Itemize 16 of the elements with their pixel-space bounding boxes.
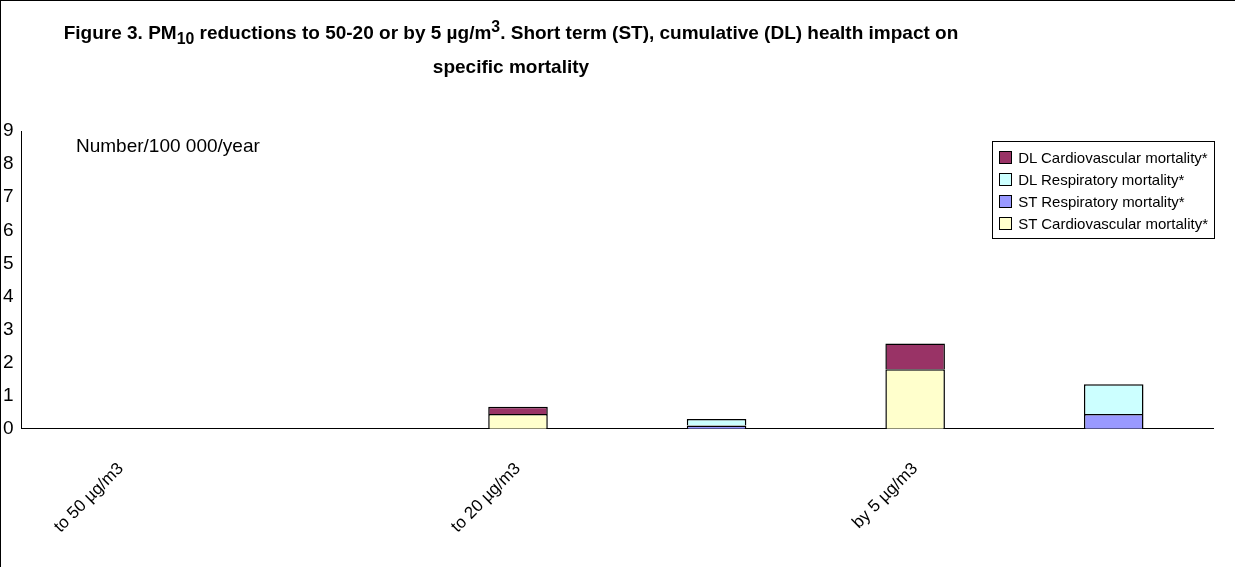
y-tick-label: 7 (2, 185, 14, 207)
chart-title: Figure 3. PM$_{10}$ reductions to 50-20 or by 5 µg/m$^{3}$. Short term (ST), cumulative (DL) health impact on specific mortality (62, 17, 960, 80)
y-tick-label: 4 (2, 284, 14, 306)
legend-label: ST Respiratory mortality* (1018, 192, 1185, 210)
y-tick-label: 1 (2, 383, 14, 405)
y-tick-label: 8 (2, 152, 14, 174)
legend-label: DL Cardiovascular mortality* (1018, 148, 1208, 166)
y-axis-title: Number/100 000/year (76, 135, 260, 157)
y-tick-label: 3 (2, 317, 14, 339)
legend-label: ST Cardiovascular mortality* (1018, 214, 1208, 232)
y-tick-label: 9 (2, 119, 14, 141)
y-tick-label: 0 (2, 417, 14, 439)
y-tick-label: 2 (2, 350, 14, 372)
y-tick-label: 5 (2, 251, 14, 273)
legend-label: DL Respiratory mortality* (1018, 170, 1185, 188)
y-tick-label: 6 (2, 218, 14, 240)
